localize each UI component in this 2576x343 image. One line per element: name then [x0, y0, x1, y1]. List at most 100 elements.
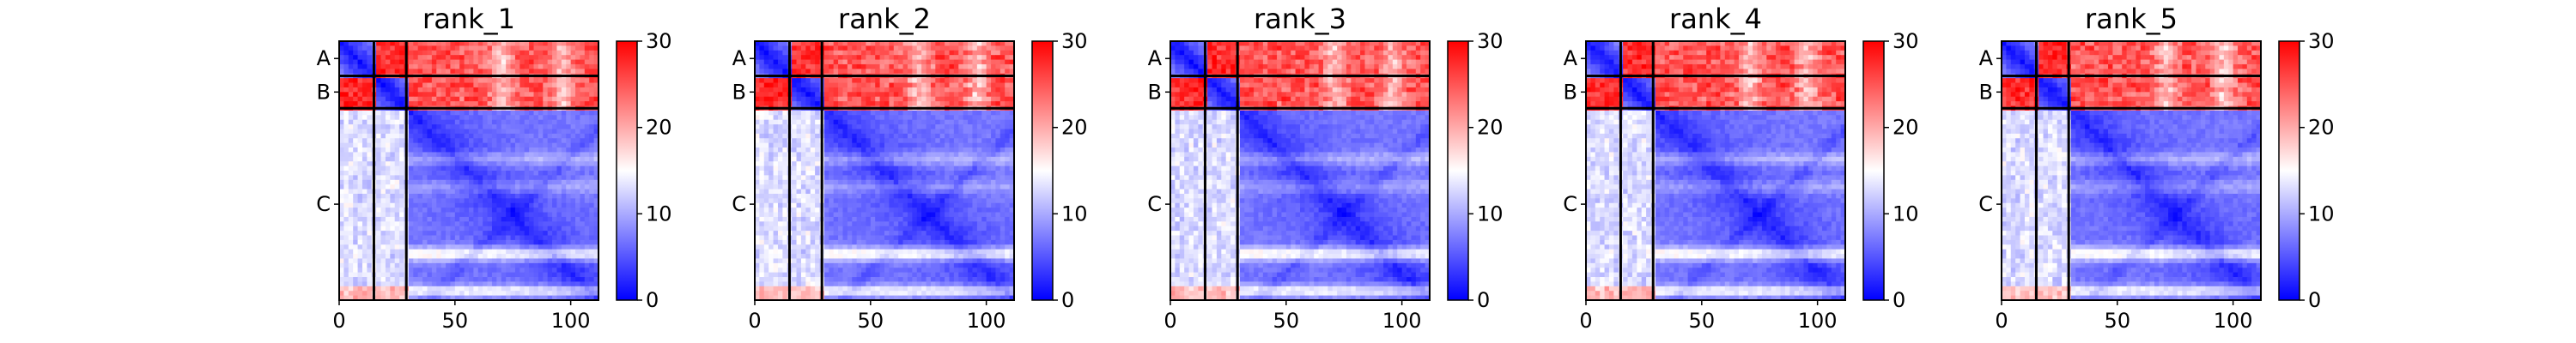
heatmap-cell — [930, 50, 936, 56]
heatmap-cell — [496, 45, 502, 51]
heatmap-cell — [514, 63, 520, 69]
heatmap-cell — [949, 55, 955, 60]
heatmap-cell — [361, 272, 368, 278]
heatmap-cell — [514, 115, 520, 121]
heatmap-cell — [800, 138, 806, 144]
heatmap-cell — [829, 129, 835, 135]
heatmap-cell — [459, 142, 465, 148]
heatmap-cell — [847, 138, 853, 144]
heatmap-cell — [501, 41, 507, 46]
heatmap-cell — [968, 45, 973, 51]
heatmap-cell — [399, 179, 404, 185]
heatmap-cell — [436, 133, 442, 139]
heatmap-cell — [566, 87, 572, 93]
heatmap-cell — [810, 87, 816, 93]
heatmap-cell — [1009, 124, 1015, 129]
heatmap-cell — [759, 96, 765, 102]
heatmap-cell — [487, 254, 493, 259]
heatmap-cell — [514, 69, 520, 75]
heatmap-cell — [519, 291, 526, 296]
heatmap-cell — [949, 41, 955, 46]
heatmap-cell — [823, 119, 829, 125]
heatmap-cell — [464, 96, 470, 102]
heatmap-cell — [875, 96, 880, 102]
heatmap-cell — [963, 63, 969, 69]
heatmap-cell — [593, 244, 599, 250]
heatmap-cell — [981, 133, 987, 139]
heatmap-cell — [408, 198, 414, 204]
heatmap-cell — [483, 129, 488, 135]
heatmap-cell — [473, 138, 479, 144]
heatmap-cell — [538, 268, 544, 274]
heatmap-cell — [431, 184, 437, 190]
heatmap-cell — [759, 171, 765, 176]
heatmap-cell — [538, 92, 544, 98]
heatmap-cell — [898, 69, 903, 75]
heatmap-cell — [483, 202, 488, 208]
heatmap-cell — [390, 78, 396, 83]
heatmap-cell — [390, 226, 396, 232]
heatmap-cell — [584, 254, 590, 259]
heatmap-cell — [991, 175, 996, 181]
heatmap-cell — [357, 268, 363, 274]
heatmap-cell — [921, 50, 927, 56]
heatmap-cell — [524, 96, 530, 102]
heatmap-cell — [394, 254, 400, 259]
heatmap-cell — [763, 50, 769, 56]
heatmap-cell — [593, 41, 599, 46]
heatmap-cell — [469, 189, 474, 195]
heatmap-cell — [995, 59, 1001, 65]
heatmap-cell — [561, 41, 567, 46]
heatmap-cell — [348, 254, 354, 259]
heatmap-cell — [1009, 138, 1015, 144]
heatmap-cell — [856, 115, 862, 121]
heatmap-cell — [870, 142, 876, 148]
heatmap-cell — [422, 262, 428, 268]
heatmap-cell — [926, 59, 932, 65]
heatmap-cell — [501, 96, 507, 102]
heatmap-cell — [889, 63, 895, 69]
heatmap-cell — [427, 152, 433, 158]
heatmap-cell — [524, 142, 530, 148]
heatmap-cell — [852, 96, 858, 102]
heatmap-cell — [459, 152, 465, 158]
heatmap-cell — [487, 184, 493, 190]
heatmap-cell — [427, 92, 433, 98]
heatmap-cell — [529, 277, 534, 282]
heatmap-cell — [348, 50, 354, 56]
heatmap-cell — [926, 179, 932, 185]
heatmap-cell — [949, 110, 955, 116]
heatmap-cell — [847, 110, 853, 116]
heatmap-cell — [570, 221, 576, 227]
heatmap-cell — [543, 291, 549, 296]
heatmap-cell — [440, 231, 447, 236]
heatmap-cell — [464, 165, 470, 172]
heatmap-cell — [963, 156, 969, 162]
heatmap-cell — [394, 59, 400, 65]
heatmap-cell — [852, 161, 858, 166]
heatmap-cell — [945, 152, 950, 158]
heatmap-cell — [450, 231, 456, 236]
heatmap-cell — [829, 55, 835, 60]
heatmap-cell — [570, 286, 576, 292]
heatmap-cell — [823, 184, 829, 190]
heatmap-cell — [889, 41, 895, 46]
heatmap-cell — [930, 41, 936, 46]
heatmap-cell — [566, 235, 572, 241]
heatmap-cell — [394, 277, 400, 282]
heatmap-cell — [852, 129, 858, 135]
heatmap-cell — [796, 147, 802, 153]
heatmap-cell — [422, 129, 428, 135]
heatmap-cell — [417, 171, 423, 176]
heatmap-cell — [464, 87, 470, 93]
heatmap-cell — [339, 221, 344, 227]
heatmap-cell — [580, 193, 586, 199]
heatmap-cell — [436, 110, 442, 116]
heatmap-cell — [879, 133, 885, 139]
heatmap-cell — [861, 115, 866, 121]
heatmap-cell — [413, 272, 419, 278]
heatmap-cell — [991, 152, 996, 158]
heatmap-cell — [949, 124, 955, 129]
heatmap-cell — [487, 78, 493, 83]
heatmap-cell — [782, 87, 788, 93]
